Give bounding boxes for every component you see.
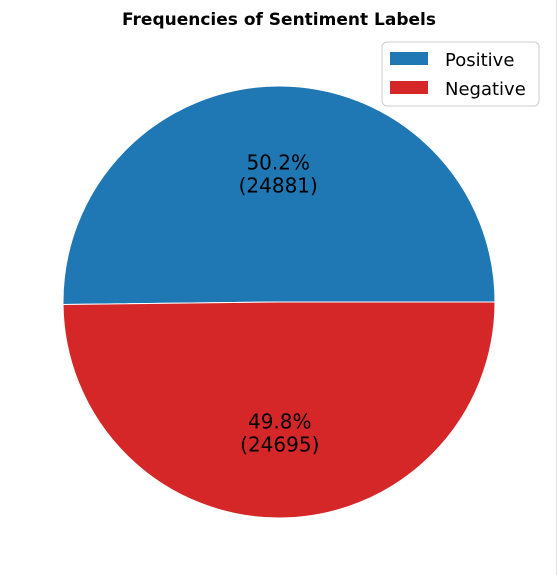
legend-label-positive: Positive — [445, 50, 514, 71]
slice-label-positive: 50.2% (24881) — [239, 150, 318, 197]
chart-title: Frequencies of Sentiment Labels — [122, 10, 436, 30]
pie-labels: 50.2% (24881) 49.8% (24695) — [239, 150, 320, 456]
pie-slice-positive — [62, 85, 496, 306]
slice-count-negative: (24695) — [240, 433, 319, 457]
slice-count-positive: (24881) — [239, 173, 318, 197]
figure-edge-line — [556, 0, 557, 575]
pie-slices — [62, 85, 496, 519]
legend: Positive Negative — [381, 41, 540, 107]
slice-label-negative: 49.8% (24695) — [240, 410, 319, 457]
slice-percent-negative: 49.8% — [248, 410, 312, 434]
pie-slice-negative — [62, 301, 496, 519]
slice-percent-positive: 50.2% — [246, 150, 310, 174]
legend-swatch-negative — [390, 81, 428, 94]
legend-label-negative: Negative — [445, 79, 526, 100]
legend-swatch-positive — [390, 52, 428, 65]
